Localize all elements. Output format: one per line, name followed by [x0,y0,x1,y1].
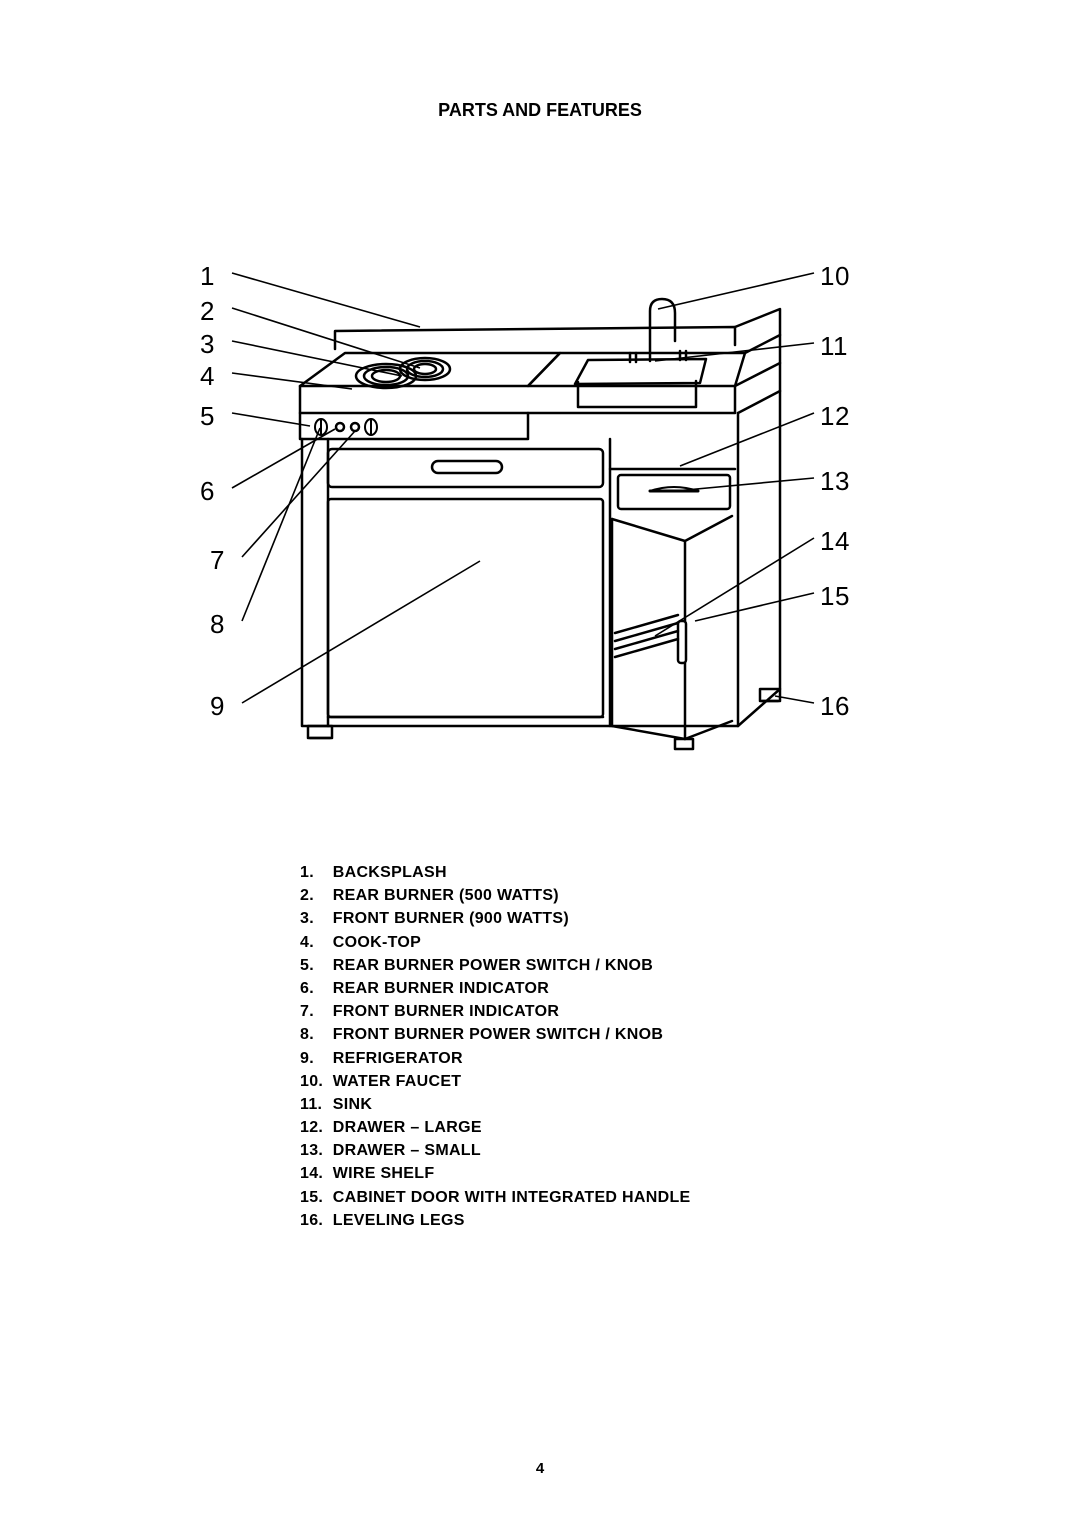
parts-list-item: 4. COOK-TOP [300,931,900,954]
parts-list-item: 8. FRONT BURNER POWER SWITCH / KNOB [300,1023,900,1046]
callout-label-10: 10 [820,261,850,292]
callout-label-4: 4 [200,361,215,392]
parts-list-label: LEVELING LEGS [328,1212,465,1229]
parts-list-number: 16. [300,1209,328,1232]
parts-list: 1. BACKSPLASH2. REAR BURNER (500 WATTS)3… [300,861,900,1232]
parts-list-number: 9. [300,1047,328,1070]
parts-list-label: SINK [328,1096,372,1113]
manual-page: PARTS AND FEATURES [0,0,1080,1522]
parts-list-item: 1. BACKSPLASH [300,861,900,884]
parts-list-label: REFRIGERATOR [328,1050,463,1067]
parts-list-item: 5. REAR BURNER POWER SWITCH / KNOB [300,954,900,977]
callout-label-14: 14 [820,526,850,557]
parts-list-item: 12. DRAWER – LARGE [300,1116,900,1139]
parts-list-item: 16. LEVELING LEGS [300,1209,900,1232]
parts-list-item: 14. WIRE SHELF [300,1162,900,1185]
parts-list-label: WATER FAUCET [328,1073,461,1090]
parts-list-number: 1. [300,861,328,884]
parts-list-number: 2. [300,884,328,907]
callout-label-13: 13 [820,466,850,497]
parts-list-number: 15. [300,1186,328,1209]
parts-list-label: REAR BURNER (500 WATTS) [328,887,559,904]
parts-list-label: REAR BURNER POWER SWITCH / KNOB [328,957,653,974]
parts-list-item: 10. WATER FAUCET [300,1070,900,1093]
parts-list-label: DRAWER – LARGE [328,1119,482,1136]
parts-list-label: FRONT BURNER (900 WATTS) [328,910,569,927]
parts-list-number: 11. [300,1093,328,1116]
parts-list-label: CABINET DOOR WITH INTEGRATED HANDLE [328,1189,691,1206]
parts-list-number: 7. [300,1000,328,1023]
parts-list-label: DRAWER – SMALL [328,1142,481,1159]
parts-list-number: 10. [300,1070,328,1093]
parts-list-number: 6. [300,977,328,1000]
callout-label-3: 3 [200,329,215,360]
callout-label-8: 8 [210,609,225,640]
parts-list-label: FRONT BURNER POWER SWITCH / KNOB [328,1026,663,1043]
parts-list-item: 6. REAR BURNER INDICATOR [300,977,900,1000]
callout-label-2: 2 [200,296,215,327]
callout-label-11: 11 [820,331,848,362]
parts-list-item: 2. REAR BURNER (500 WATTS) [300,884,900,907]
parts-list-number: 13. [300,1139,328,1162]
page-title: PARTS AND FEATURES [180,100,900,121]
parts-list-item: 15. CABINET DOOR WITH INTEGRATED HANDLE [300,1186,900,1209]
parts-list-label: COOK-TOP [328,934,421,951]
parts-diagram: 12345678910111213141516 [180,241,900,781]
parts-list-item: 7. FRONT BURNER INDICATOR [300,1000,900,1023]
callout-label-7: 7 [210,545,225,576]
parts-list-label: REAR BURNER INDICATOR [328,980,549,997]
parts-list-label: WIRE SHELF [328,1165,434,1182]
callout-label-1: 1 [200,261,215,292]
parts-list-label: FRONT BURNER INDICATOR [328,1003,559,1020]
parts-list-number: 3. [300,907,328,930]
parts-list-number: 8. [300,1023,328,1046]
callout-label-15: 15 [820,581,850,612]
parts-ordered-list: 1. BACKSPLASH2. REAR BURNER (500 WATTS)3… [300,861,900,1232]
callout-label-5: 5 [200,401,215,432]
callout-label-12: 12 [820,401,850,432]
parts-list-item: 9. REFRIGERATOR [300,1047,900,1070]
parts-diagram-svg [180,241,900,781]
callout-label-9: 9 [210,691,225,722]
parts-list-number: 14. [300,1162,328,1185]
parts-list-item: 13. DRAWER – SMALL [300,1139,900,1162]
parts-list-label: BACKSPLASH [328,864,447,881]
parts-list-number: 4. [300,931,328,954]
callout-label-16: 16 [820,691,850,722]
parts-list-number: 12. [300,1116,328,1139]
page-number: 4 [0,1460,1080,1477]
parts-list-number: 5. [300,954,328,977]
parts-list-item: 3. FRONT BURNER (900 WATTS) [300,907,900,930]
callout-label-6: 6 [200,476,215,507]
parts-list-item: 11. SINK [300,1093,900,1116]
